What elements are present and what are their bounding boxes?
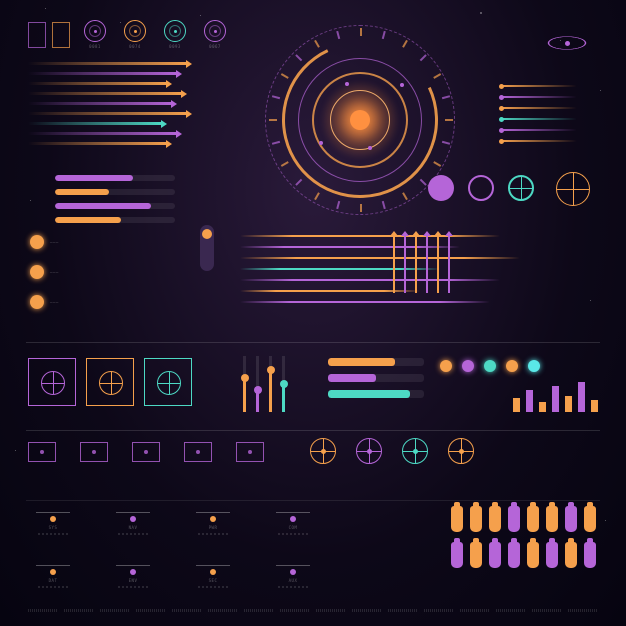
- capsule-icon: [565, 542, 577, 568]
- compass-icon: [556, 172, 590, 206]
- mini-progress: [328, 390, 424, 398]
- gauge-label: 0067: [200, 44, 230, 49]
- arrow-bar: [28, 92, 183, 95]
- capsule-icon: [489, 542, 501, 568]
- capsule-icon: [451, 542, 463, 568]
- nav-icon[interactable]: [236, 442, 264, 462]
- spectrum-line: [240, 257, 520, 259]
- spectrum-line: [240, 301, 490, 303]
- vertical-slider[interactable]: [282, 356, 285, 412]
- section-label: SEC: [209, 578, 218, 583]
- capsule-icon: [546, 506, 558, 532]
- vertical-toggle[interactable]: [200, 225, 214, 271]
- arrow-bar: [28, 62, 188, 65]
- capsule-icon: [584, 542, 596, 568]
- crosshair-icon: [356, 438, 382, 464]
- circle-indicator: [508, 175, 534, 201]
- data-line: [501, 107, 596, 109]
- data-line: [501, 140, 596, 142]
- arrow-bar: [28, 102, 173, 105]
- data-line: [501, 96, 596, 98]
- circle-indicator: [428, 175, 454, 201]
- capsule-icon: [508, 542, 520, 568]
- crosshair-icon: [310, 438, 336, 464]
- gauge-widget: 0067: [200, 20, 230, 49]
- chart-bar: [526, 390, 533, 412]
- mini-progress: [328, 374, 424, 382]
- chart-bar: [552, 386, 559, 412]
- progress-bar: [55, 189, 175, 195]
- node-item: ───: [30, 295, 59, 309]
- gauge-widget: 0093: [160, 20, 190, 49]
- section-label: DAT: [49, 578, 58, 583]
- arrow-bar: [28, 122, 163, 125]
- nav-icon[interactable]: [184, 442, 212, 462]
- vertical-slider[interactable]: [269, 356, 272, 412]
- crosshair-icon: [402, 438, 428, 464]
- capsule-icon: [527, 506, 539, 532]
- hud-panel[interactable]: [28, 358, 76, 406]
- data-line: [501, 118, 596, 120]
- capsule-icon: [508, 506, 520, 532]
- data-line: [501, 85, 596, 87]
- chart-bar: [539, 402, 546, 412]
- circle-indicator: [468, 175, 494, 201]
- vertical-slider[interactable]: [256, 356, 259, 412]
- nav-icon[interactable]: [28, 442, 56, 462]
- progress-bar: [55, 203, 175, 209]
- progress-bar: [55, 217, 175, 223]
- node-item: ───: [30, 265, 59, 279]
- section-label: SYS: [49, 525, 58, 530]
- data-line: [501, 129, 596, 131]
- chart-bar: [513, 398, 520, 412]
- mini-progress: [328, 358, 424, 366]
- capsule-icon: [489, 506, 501, 532]
- progress-bar: [55, 175, 175, 181]
- atom-icon: [548, 24, 586, 62]
- spectrum-line: [240, 235, 500, 237]
- section-label: NAV: [129, 525, 138, 530]
- crosshair-icon: [448, 438, 474, 464]
- hud-panel[interactable]: [144, 358, 192, 406]
- gauge-widget: 0074: [120, 20, 150, 49]
- status-dot: [462, 360, 474, 372]
- hud-panel[interactable]: [86, 358, 134, 406]
- capsule-icon: [584, 506, 596, 532]
- gauge-label: 0093: [160, 44, 190, 49]
- node-item: ───: [30, 235, 59, 249]
- arrow-bar: [28, 82, 168, 85]
- status-dot: [484, 360, 496, 372]
- capsule-icon: [527, 542, 539, 568]
- gauge-label: 0081: [80, 44, 110, 49]
- capsule-icon: [470, 542, 482, 568]
- nav-icon[interactable]: [132, 442, 160, 462]
- arrow-bar: [28, 142, 168, 145]
- chart-bar: [578, 382, 585, 412]
- status-dot: [440, 360, 452, 372]
- arrow-bar: [28, 72, 178, 75]
- section-label: COM: [289, 525, 298, 530]
- capsule-icon: [470, 506, 482, 532]
- capsule-icon: [451, 506, 463, 532]
- vertical-slider[interactable]: [243, 356, 246, 412]
- chart-bar: [565, 396, 572, 412]
- section-label: AUX: [289, 578, 298, 583]
- spectrum-line: [240, 279, 500, 281]
- chart-bar: [591, 400, 598, 412]
- section-label: ENV: [129, 578, 138, 583]
- arrow-bar: [28, 112, 188, 115]
- capsule-icon: [546, 542, 558, 568]
- arrow-bar: [28, 132, 178, 135]
- section-label: PWR: [209, 525, 218, 530]
- gauge-label: 0074: [120, 44, 150, 49]
- nav-icon[interactable]: [80, 442, 108, 462]
- gauge-widget: 0081: [80, 20, 110, 49]
- capsule-icon: [565, 506, 577, 532]
